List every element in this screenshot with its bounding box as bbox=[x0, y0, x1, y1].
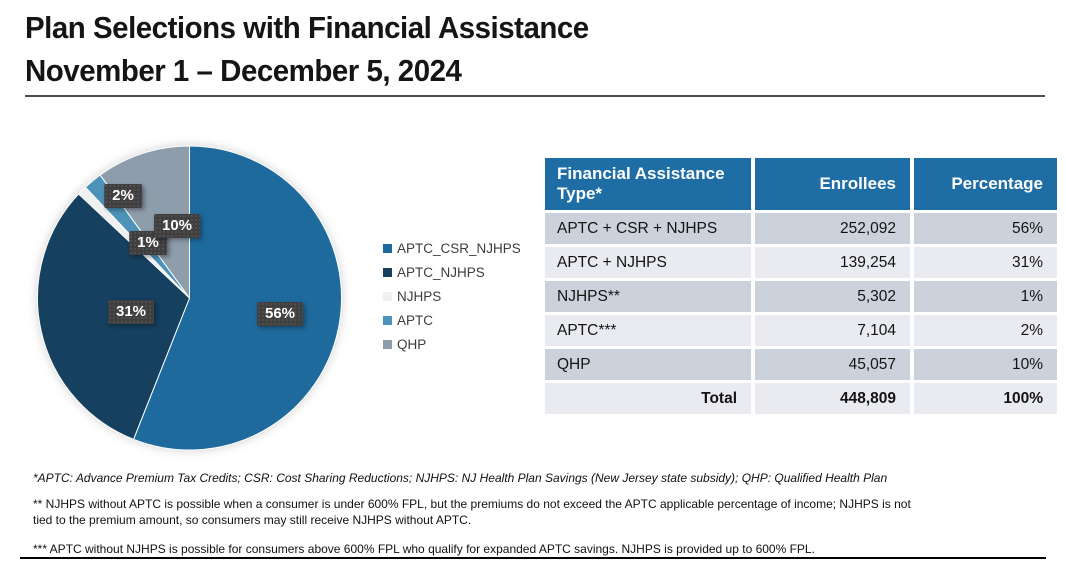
title-underline bbox=[25, 95, 1045, 97]
financial-assistance-table: Financial Assistance Type* Enrollees Per… bbox=[541, 155, 1061, 417]
bottom-rule bbox=[20, 557, 1046, 559]
legend-item-APTC_NJHPS: APTC_NJHPS bbox=[383, 264, 521, 280]
column-header-percentage: Percentage bbox=[914, 158, 1057, 210]
type-cell: Total bbox=[545, 383, 751, 414]
footnote-double-star: ** NJHPS without APTC is possible when a… bbox=[33, 497, 911, 527]
assistance-table-body: APTC + CSR + NJHPS 252,092 56% APTC + NJHPS… bbox=[545, 213, 1057, 414]
enrollees-cell: 45,057 bbox=[755, 349, 910, 380]
pie-chart: 56% 31% 1% 2% 10% bbox=[20, 130, 360, 470]
legend-swatch-icon bbox=[383, 339, 392, 349]
enrollees-cell: 5,302 bbox=[755, 281, 910, 312]
percentage-cell: 10% bbox=[914, 349, 1057, 380]
legend-item-NJHPS: NJHPS bbox=[383, 288, 521, 304]
enrollees-cell: 7,104 bbox=[755, 315, 910, 346]
pie-data-label: 10% bbox=[153, 214, 201, 238]
table-row: APTC + NJHPS 139,254 31% bbox=[545, 247, 1057, 278]
legend-label: APTC_CSR_NJHPS bbox=[397, 240, 521, 256]
percentage-cell: 100% bbox=[914, 383, 1057, 414]
table-row: APTC*** 7,104 2% bbox=[545, 315, 1057, 346]
enrollees-cell: 252,092 bbox=[755, 213, 910, 244]
type-cell: APTC + NJHPS bbox=[545, 247, 751, 278]
legend-swatch-icon bbox=[383, 243, 392, 253]
table-row: QHP 45,057 10% bbox=[545, 349, 1057, 380]
page-title-line1: Plan Selections with Financial Assistanc… bbox=[25, 10, 589, 45]
pie-data-label: 2% bbox=[104, 184, 142, 208]
pie-data-label: 56% bbox=[256, 302, 304, 326]
percentage-cell: 1% bbox=[914, 281, 1057, 312]
pie-slice-APTC_CSR_NJHPS bbox=[132, 145, 342, 451]
legend-swatch-icon bbox=[383, 291, 392, 301]
chart-legend: APTC_CSR_NJHPS APTC_NJHPS NJHPS APTC QHP bbox=[383, 240, 521, 352]
legend-swatch-icon bbox=[383, 315, 392, 325]
pie-chart-svg bbox=[37, 145, 342, 451]
type-cell: NJHPS** bbox=[545, 281, 751, 312]
legend-item-QHP: QHP bbox=[383, 336, 521, 352]
page-title-line2: November 1 – December 5, 2024 bbox=[25, 53, 462, 88]
legend-label: APTC bbox=[397, 312, 434, 328]
legend-label: QHP bbox=[397, 336, 427, 352]
footnote-definitions: *APTC: Advance Premium Tax Credits; CSR:… bbox=[33, 471, 888, 485]
enrollees-cell: 448,809 bbox=[755, 383, 910, 414]
table-row: NJHPS** 5,302 1% bbox=[545, 281, 1057, 312]
legend-item-APTC_CSR_NJHPS: APTC_CSR_NJHPS bbox=[383, 240, 521, 256]
legend-swatch-icon bbox=[383, 267, 392, 277]
table-row: APTC + CSR + NJHPS 252,092 56% bbox=[545, 213, 1057, 244]
table-header-row: Financial Assistance Type* Enrollees Per… bbox=[545, 158, 1057, 210]
legend-item-APTC: APTC bbox=[383, 312, 521, 328]
column-header-enrollees: Enrollees bbox=[755, 158, 910, 210]
percentage-cell: 31% bbox=[914, 247, 1057, 278]
type-cell: APTC + CSR + NJHPS bbox=[545, 213, 751, 244]
percentage-cell: 2% bbox=[914, 315, 1057, 346]
percentage-cell: 56% bbox=[914, 213, 1057, 244]
legend-label: NJHPS bbox=[397, 288, 442, 304]
footnote-triple-star: *** APTC without NJHPS is possible for c… bbox=[33, 542, 815, 556]
column-header-type: Financial Assistance Type* bbox=[545, 158, 751, 210]
pie-data-label: 31% bbox=[107, 300, 155, 324]
page-title: Plan Selections with Financial Assistanc… bbox=[25, 6, 589, 92]
type-cell: QHP bbox=[545, 349, 751, 380]
enrollees-cell: 139,254 bbox=[755, 247, 910, 278]
legend-label: APTC_NJHPS bbox=[397, 264, 485, 280]
table-total-row: Total 448,809 100% bbox=[545, 383, 1057, 414]
type-cell: APTC*** bbox=[545, 315, 751, 346]
